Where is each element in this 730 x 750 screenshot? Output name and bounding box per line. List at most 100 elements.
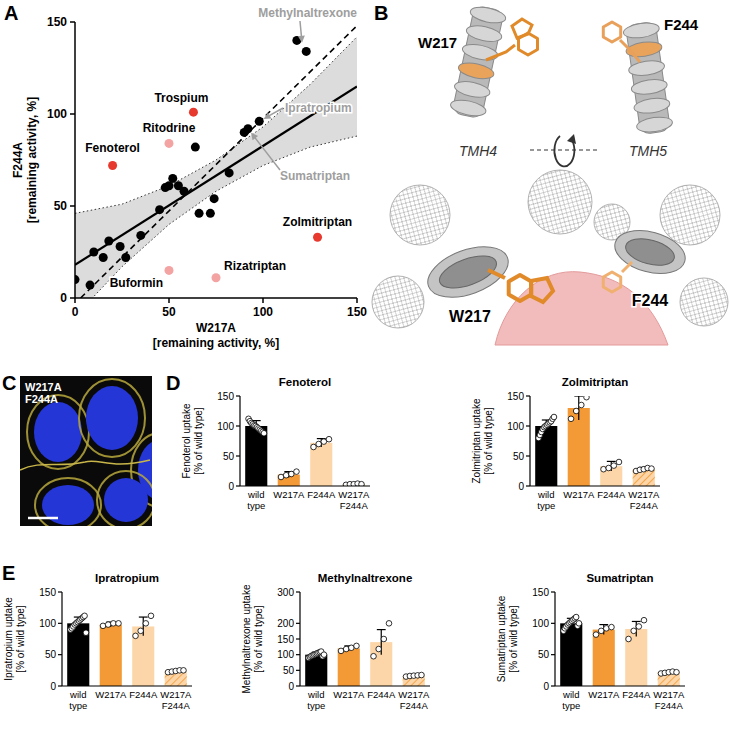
replicate-point (283, 472, 289, 478)
fit-line (81, 26, 357, 298)
y-tick-label: 50 (283, 665, 295, 676)
y-tick-label: 100 (277, 649, 294, 660)
replicate-point (579, 402, 585, 408)
y-title-group: Sumatriptan uptake[% of wild type] (496, 595, 519, 682)
error-bar (377, 630, 386, 655)
annotation-arrow (269, 108, 283, 116)
rotation-axis (530, 149, 600, 150)
replicate-point (326, 436, 332, 442)
helix-turn (465, 23, 503, 44)
replicate-point (316, 441, 322, 447)
replicate-point (294, 469, 300, 475)
point (212, 273, 221, 282)
error-bar (344, 646, 353, 651)
replicate-point (321, 652, 327, 658)
point-label: Fenoterol (85, 141, 140, 155)
helix-turn (636, 115, 674, 134)
replicate-point (606, 465, 612, 471)
residue-label: F244 (664, 16, 699, 33)
replicate-point (82, 613, 88, 619)
point (121, 253, 130, 262)
point (89, 248, 98, 257)
category-label-line: F244A (367, 689, 396, 700)
category-label-line: type (247, 500, 265, 511)
x-axis (62, 685, 192, 686)
y-axis-title-line: Fenoterol uptake (181, 403, 192, 478)
y-tick (526, 395, 530, 396)
panel-letter: B (374, 2, 388, 24)
x-axis-title: W217A[remaining activity, %] (153, 321, 279, 350)
point (99, 253, 108, 262)
helix-turn (633, 96, 671, 115)
x-axis (240, 485, 370, 486)
replicate-point (593, 632, 599, 638)
y-tick (236, 485, 240, 486)
category-label: W217A (588, 689, 620, 700)
category-label: W217A (95, 689, 127, 700)
y-axis-title: Fenoterol uptake[% of wild type] (181, 403, 204, 478)
y-tick-label: 150 (532, 587, 549, 598)
replicate-point (576, 621, 582, 627)
plot-area (560, 614, 680, 686)
chart-title: Methylnaltrexone (318, 572, 413, 584)
y-tick (551, 685, 555, 686)
chart-title: Sumatriptan (586, 572, 653, 584)
y-tick (70, 205, 75, 207)
bar (67, 623, 89, 686)
replicate-point (343, 646, 349, 652)
membrane (20, 460, 150, 470)
y-tick (58, 685, 62, 686)
point-label: Ritodrine (143, 121, 196, 135)
replicate-point (616, 459, 622, 465)
y-tick-label: 300 (277, 587, 294, 598)
replicate-point (649, 466, 655, 472)
chart-title: Ipratropium (95, 572, 159, 584)
annotation-arrow (255, 137, 280, 170)
y-tick (551, 654, 555, 655)
membrane (79, 379, 145, 457)
image-label: W217AF244A (25, 381, 62, 405)
error-bar (317, 439, 326, 447)
y-axis (61, 592, 62, 686)
y-tick-label: 100 (532, 618, 549, 629)
annotation: Ipratropium (285, 101, 352, 115)
category-label-line: type (562, 700, 580, 711)
y-tick-label: 0 (518, 481, 524, 492)
y-tick (296, 623, 300, 624)
y-title-group: Zolmitriptan uptake[% of wild type] (471, 398, 494, 483)
point (225, 168, 234, 177)
y-tick-label: 0 (50, 681, 56, 692)
category-label-line: type (537, 500, 555, 511)
category-label: W217A (273, 489, 305, 500)
residue-label: W217 (449, 308, 491, 325)
category-label: F244A (597, 489, 626, 500)
category-label-line: W217A (398, 689, 430, 700)
point (168, 174, 177, 183)
y-title-group: Methylnaltrexone uptake[% of wild type] (241, 584, 264, 693)
category-label: F244A (367, 689, 396, 700)
y-axis-title-line: [% of wild type] (253, 605, 264, 672)
category-label-line: wild (307, 689, 324, 700)
y-axis-title-line: [% of wild type] (15, 605, 26, 672)
y-title-group: F244A[remaining activity, %] (11, 97, 39, 223)
replicate-point (289, 471, 295, 477)
y-axis-title: F244A[remaining activity, %] (11, 97, 39, 223)
density-mesh (680, 278, 728, 326)
replicate-point (371, 653, 377, 659)
category-label-line: wild (247, 489, 264, 500)
category-label: wildtype (537, 489, 555, 511)
bar (305, 655, 327, 686)
rotation-arrowhead (567, 134, 576, 144)
ring (512, 19, 532, 38)
panel-letter: D (166, 372, 180, 394)
y-tick-label: 50 (538, 649, 550, 660)
ring (509, 275, 532, 301)
point (255, 117, 264, 126)
category-label-line: F244A (129, 689, 158, 700)
point (189, 108, 198, 117)
helix-turn (628, 59, 666, 78)
y-tick (236, 455, 240, 456)
replicate-point (354, 643, 360, 649)
replicate-point (116, 621, 122, 627)
category-label: W217AF244A (398, 689, 430, 711)
